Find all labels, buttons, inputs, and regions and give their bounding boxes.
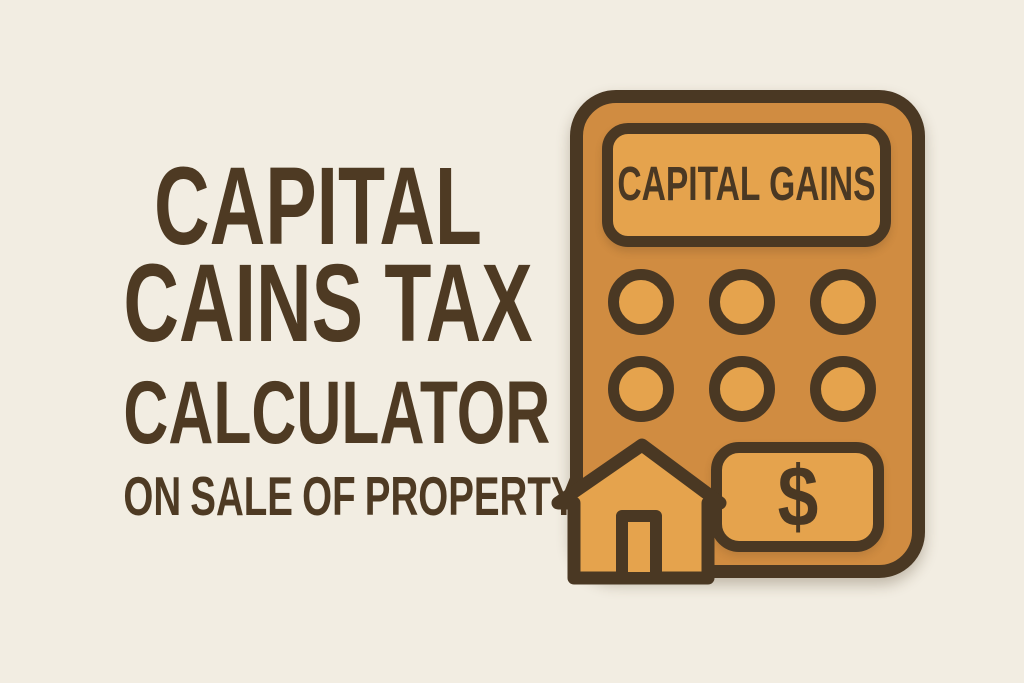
calculator-key: [608, 356, 674, 422]
title-line-1: CAPITAL: [154, 145, 482, 268]
calculator-display: CAPITAL GAINS: [602, 123, 891, 247]
title-line-2: CAINS TAX: [123, 242, 533, 365]
calculator-key: [709, 356, 775, 422]
house-icon: [551, 438, 727, 585]
house-door-path: [616, 510, 662, 584]
calculator-illustration: CAPITAL GAINS $: [570, 90, 925, 578]
calculator-key: [608, 269, 674, 335]
calculator-key: [709, 269, 775, 335]
dollar-button: $: [711, 442, 884, 552]
dollar-sign-icon: $: [777, 449, 818, 545]
calculator-key: [810, 356, 876, 422]
title-line-3: CALCULATOR: [123, 362, 551, 462]
calculator-keypad: [608, 269, 876, 422]
title-block: CAPITAL CAINS TAX CALCULATOR ON SALE OF …: [40, 0, 596, 683]
title-line-4: ON SALE OF PROPERTY: [123, 465, 577, 527]
calculator-key: [810, 269, 876, 335]
calculator-display-label: CAPITAL GAINS: [617, 158, 876, 211]
